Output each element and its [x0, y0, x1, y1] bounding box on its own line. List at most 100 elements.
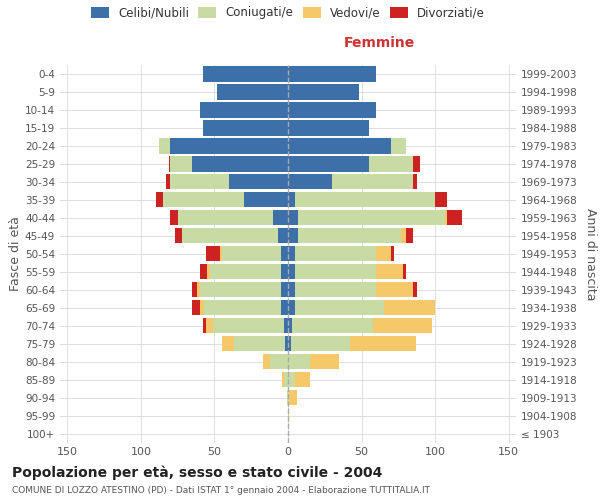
- Bar: [158, 138, 170, 154]
- Bar: [203, 66, 288, 82]
- Bar: [197, 282, 200, 298]
- Bar: [288, 318, 292, 334]
- Bar: [273, 210, 288, 226]
- Bar: [206, 318, 213, 334]
- Bar: [288, 264, 295, 280]
- Bar: [288, 156, 369, 172]
- Bar: [289, 390, 297, 405]
- Bar: [169, 156, 170, 172]
- Bar: [222, 246, 281, 262]
- Bar: [200, 282, 281, 298]
- Bar: [288, 174, 332, 190]
- Bar: [295, 282, 376, 298]
- Bar: [163, 192, 244, 208]
- Bar: [298, 210, 445, 226]
- Bar: [310, 354, 340, 369]
- Bar: [288, 246, 295, 262]
- Bar: [291, 336, 350, 351]
- Bar: [369, 156, 413, 172]
- Bar: [373, 318, 432, 334]
- Bar: [350, 336, 416, 351]
- Bar: [391, 246, 394, 262]
- Bar: [287, 390, 288, 405]
- Bar: [203, 120, 288, 136]
- Bar: [278, 228, 288, 244]
- Bar: [271, 354, 288, 369]
- Bar: [298, 228, 401, 244]
- Bar: [204, 300, 281, 316]
- Bar: [445, 210, 447, 226]
- Bar: [413, 282, 418, 298]
- Bar: [193, 282, 197, 298]
- Bar: [178, 210, 273, 226]
- Bar: [200, 264, 207, 280]
- Bar: [288, 192, 295, 208]
- Text: Femmine: Femmine: [344, 36, 415, 50]
- Y-axis label: Fasce di età: Fasce di età: [9, 216, 22, 291]
- Bar: [170, 138, 288, 154]
- Bar: [281, 264, 288, 280]
- Bar: [288, 84, 359, 100]
- Text: Popolazione per età, sesso e stato civile - 2004: Popolazione per età, sesso e stato civil…: [12, 466, 382, 480]
- Bar: [406, 228, 413, 244]
- Bar: [155, 192, 163, 208]
- Bar: [200, 102, 288, 118]
- Bar: [295, 372, 310, 387]
- Y-axis label: Anni di nascita: Anni di nascita: [584, 208, 597, 300]
- Bar: [288, 120, 369, 136]
- Bar: [170, 156, 193, 172]
- Bar: [288, 228, 298, 244]
- Bar: [376, 246, 391, 262]
- Bar: [295, 300, 383, 316]
- Legend: Celibi/Nubili, Coniugati/e, Vedovi/e, Divorziati/e: Celibi/Nubili, Coniugati/e, Vedovi/e, Di…: [87, 3, 489, 23]
- Bar: [413, 174, 418, 190]
- Bar: [210, 264, 281, 280]
- Bar: [281, 282, 288, 298]
- Bar: [285, 336, 288, 351]
- Bar: [170, 174, 229, 190]
- Bar: [182, 228, 278, 244]
- Bar: [288, 102, 376, 118]
- Bar: [447, 210, 461, 226]
- Bar: [166, 174, 170, 190]
- Bar: [284, 318, 288, 334]
- Bar: [288, 210, 298, 226]
- Bar: [233, 336, 285, 351]
- Bar: [376, 264, 403, 280]
- Bar: [206, 246, 220, 262]
- Bar: [281, 246, 288, 262]
- Bar: [213, 318, 284, 334]
- Bar: [282, 372, 284, 387]
- Bar: [403, 264, 406, 280]
- Bar: [193, 156, 288, 172]
- Bar: [229, 174, 288, 190]
- Bar: [220, 246, 222, 262]
- Bar: [391, 138, 406, 154]
- Bar: [203, 318, 206, 334]
- Bar: [288, 300, 295, 316]
- Bar: [284, 372, 288, 387]
- Bar: [263, 354, 271, 369]
- Bar: [207, 264, 210, 280]
- Bar: [288, 354, 310, 369]
- Bar: [295, 246, 376, 262]
- Bar: [288, 390, 289, 405]
- Bar: [288, 66, 376, 82]
- Bar: [401, 228, 406, 244]
- Bar: [295, 264, 376, 280]
- Bar: [217, 84, 288, 100]
- Bar: [295, 192, 435, 208]
- Bar: [244, 192, 288, 208]
- Bar: [332, 174, 413, 190]
- Bar: [281, 300, 288, 316]
- Bar: [383, 300, 435, 316]
- Bar: [413, 156, 421, 172]
- Bar: [288, 408, 289, 423]
- Bar: [193, 300, 200, 316]
- Bar: [288, 282, 295, 298]
- Bar: [288, 372, 295, 387]
- Bar: [376, 282, 413, 298]
- Bar: [222, 336, 233, 351]
- Bar: [288, 336, 291, 351]
- Bar: [175, 228, 182, 244]
